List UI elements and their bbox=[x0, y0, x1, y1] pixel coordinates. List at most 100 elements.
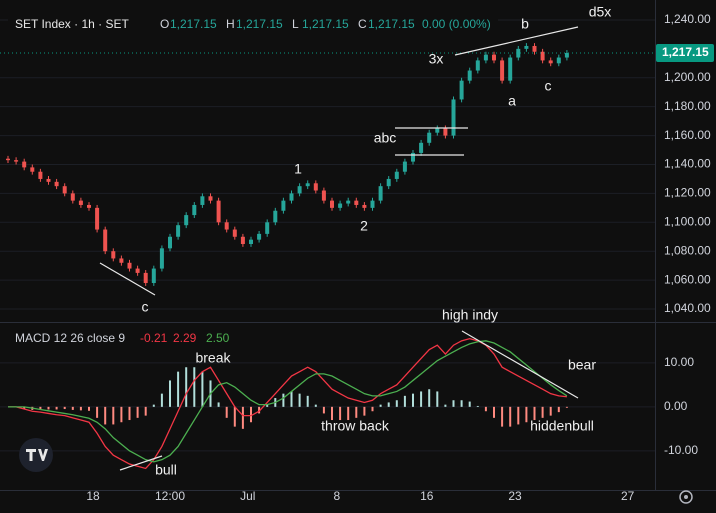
annotation: break bbox=[195, 350, 231, 366]
candle-body bbox=[427, 132, 432, 143]
gear[interactable] bbox=[679, 490, 693, 504]
candle-body bbox=[419, 142, 424, 153]
y-tick-label: 1,160.00 bbox=[664, 128, 711, 142]
candle-body bbox=[362, 204, 367, 208]
candle-body bbox=[386, 178, 391, 187]
candle-body bbox=[176, 225, 181, 237]
annotation: abc bbox=[374, 130, 397, 146]
y-tick-label: 10.00 bbox=[664, 355, 694, 369]
candle-body bbox=[508, 57, 513, 81]
candle-body bbox=[273, 210, 278, 223]
candle-body bbox=[532, 45, 537, 52]
trend-line bbox=[119, 455, 163, 471]
price-pane: 1,040.00 1,060.00 1,080.00 1,100.00 1,120.00… bbox=[0, 4, 714, 315]
chart-title: SET Index · 1h · SET bbox=[15, 17, 129, 31]
y-tick-label: 1,120.00 bbox=[664, 186, 711, 200]
ohlc-value: 1,217.15 bbox=[170, 17, 217, 31]
candle-body bbox=[297, 186, 302, 194]
candle-body bbox=[321, 190, 326, 201]
candle-body bbox=[411, 152, 415, 162]
y-tick-label: 1,060.00 bbox=[664, 272, 711, 286]
candle-body bbox=[95, 207, 100, 230]
candle-body bbox=[240, 236, 245, 244]
candle-body bbox=[111, 251, 116, 259]
candle-body bbox=[330, 200, 334, 208]
tv-logo bbox=[19, 438, 53, 472]
ohlc-key: H bbox=[226, 17, 235, 31]
candle-body bbox=[159, 248, 164, 269]
annotation: a bbox=[508, 93, 516, 109]
candle-body bbox=[151, 268, 156, 284]
ohlc-key: C bbox=[358, 17, 367, 31]
candle-body bbox=[475, 60, 480, 71]
x-tick-label: 23 bbox=[508, 489, 522, 503]
annotation: bull bbox=[155, 462, 177, 478]
y-tick-label: 1,100.00 bbox=[664, 214, 711, 228]
gear-center[interactable] bbox=[684, 495, 688, 499]
legend-value: 2.29 bbox=[173, 331, 197, 345]
candle-body bbox=[70, 193, 75, 201]
candle-body bbox=[232, 229, 237, 237]
ohlc-key: L bbox=[292, 17, 299, 31]
logo-circle bbox=[19, 438, 53, 472]
header-bg bbox=[8, 14, 498, 36]
candle-body bbox=[443, 128, 448, 136]
candle-body bbox=[200, 196, 205, 205]
macd-line bbox=[8, 337, 567, 470]
annotation: 3x bbox=[429, 51, 444, 67]
candle-body bbox=[216, 200, 221, 223]
candle-body bbox=[483, 54, 488, 61]
candle-body bbox=[30, 167, 35, 172]
annotation: hiddenbull bbox=[530, 418, 594, 434]
y-tick-label: 1,200.00 bbox=[664, 70, 711, 84]
y-tick-label: -10.00 bbox=[664, 443, 698, 457]
candle-body bbox=[289, 193, 294, 201]
trend-line bbox=[461, 330, 579, 399]
candle-body bbox=[540, 51, 545, 61]
annotation: throw back bbox=[321, 418, 390, 434]
candle-body bbox=[22, 161, 27, 168]
candle-body bbox=[313, 183, 318, 191]
candle-body bbox=[500, 60, 505, 81]
y-tick-label: 1,180.00 bbox=[664, 99, 711, 113]
candle-body bbox=[143, 272, 148, 284]
ohlc-value: 1,217.15 bbox=[368, 17, 415, 31]
candle-body bbox=[564, 52, 569, 58]
legend-value: -0.21 bbox=[140, 331, 168, 345]
candle-body bbox=[46, 178, 51, 182]
y-tick-label: 1,240.00 bbox=[664, 12, 711, 26]
candle-body bbox=[6, 158, 10, 161]
candle-body bbox=[516, 48, 521, 58]
settings-icon[interactable] bbox=[679, 490, 693, 504]
candle-body bbox=[38, 171, 43, 179]
candle-body bbox=[224, 222, 229, 230]
annotation: 1 bbox=[294, 161, 302, 177]
ohlc-value: 1,217.15 bbox=[236, 17, 283, 31]
candle-body bbox=[14, 160, 19, 162]
indicator-title: MACD 12 26 close 9 bbox=[15, 331, 125, 345]
annotation: 2 bbox=[360, 218, 368, 234]
candle-body bbox=[135, 268, 140, 273]
candle-body bbox=[265, 222, 270, 234]
candle-body bbox=[524, 45, 529, 49]
macd-pane: 10.00 0.00 -10.00 MACD 12 26 close 9 -0.21 2.… bbox=[0, 307, 698, 478]
x-tick-label: 27 bbox=[621, 489, 635, 503]
x-tick-label: 8 bbox=[334, 489, 341, 503]
candle-body bbox=[87, 204, 91, 208]
candle-body bbox=[548, 60, 553, 64]
candle-body bbox=[208, 196, 213, 201]
x-tick-label: 16 bbox=[420, 489, 434, 503]
candle-body bbox=[54, 181, 59, 187]
candle-body bbox=[184, 215, 189, 226]
candle-body bbox=[281, 200, 286, 211]
last-price-box bbox=[656, 43, 714, 62]
candle-body bbox=[78, 200, 83, 205]
candle-body bbox=[402, 161, 407, 172]
annotation: c bbox=[142, 299, 149, 315]
annotation: d5x bbox=[589, 4, 612, 20]
candle-body bbox=[370, 200, 375, 208]
trend-line bbox=[454, 26, 579, 56]
candle-body bbox=[492, 54, 496, 61]
macd-line bbox=[8, 340, 568, 463]
candle-body bbox=[338, 203, 343, 208]
